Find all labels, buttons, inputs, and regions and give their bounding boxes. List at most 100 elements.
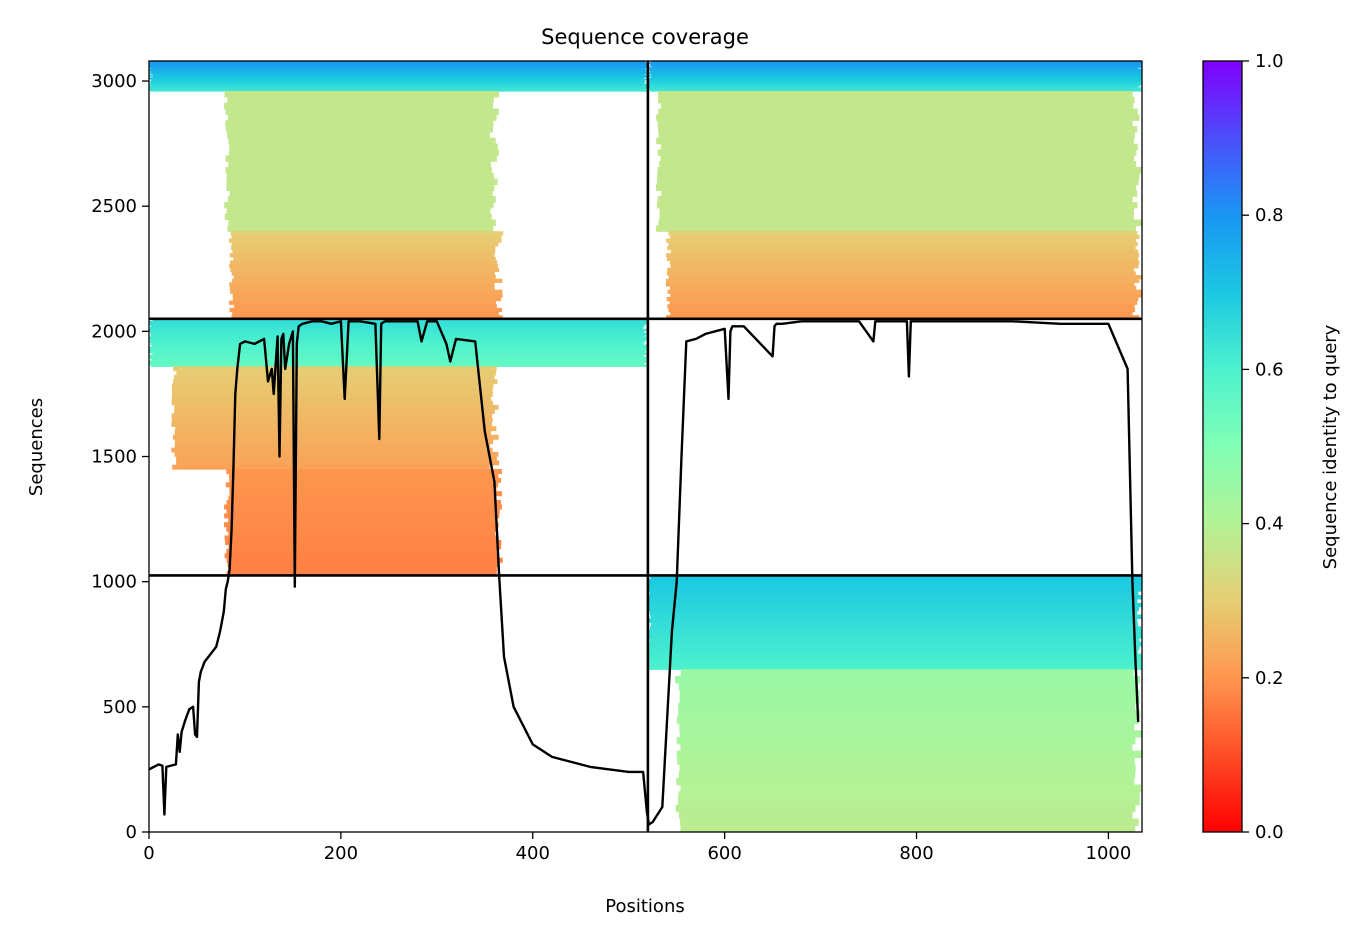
- coverage-strip: [225, 126, 494, 133]
- coverage-strip: [225, 166, 492, 174]
- coverage-strip: [226, 207, 491, 215]
- coverage-strip: [228, 517, 498, 523]
- heatmap-layer: [149, 61, 1142, 832]
- coverage-line: [149, 320, 1140, 826]
- coverage-strip: [174, 430, 491, 436]
- coverage-strip: [659, 207, 1135, 215]
- coverage-strip: [149, 72, 648, 75]
- coverage-strip: [657, 172, 1140, 180]
- x-tick-label: 400: [516, 843, 550, 864]
- coverage-strip: [229, 473, 499, 479]
- coverage-strip: [650, 575, 1142, 580]
- coverage-strip: [152, 76, 648, 78]
- colorbar-tick-label: 0.8: [1255, 205, 1284, 226]
- coverage-strip: [656, 178, 1139, 186]
- y-tick-label: 1000: [91, 572, 137, 593]
- coverage-strip: [651, 66, 1142, 68]
- coverage-strip: [151, 71, 646, 73]
- coverage-block: [149, 318, 648, 577]
- coverage-strip: [149, 354, 644, 358]
- coverage-strip: [150, 78, 648, 81]
- coverage-strip: [647, 641, 1142, 647]
- coverage-strip: [648, 82, 1141, 85]
- coverage-strip: [647, 583, 1142, 588]
- coverage-strip: [679, 764, 1136, 772]
- coverage-strip: [171, 421, 492, 427]
- plot-area: [149, 61, 1142, 832]
- coverage-strip: [226, 172, 494, 180]
- coverage-strip: [150, 67, 647, 70]
- coverage-strip: [679, 811, 1133, 820]
- coverage-strip: [680, 669, 1134, 677]
- coverage-strip: [655, 184, 1137, 191]
- coverage-strip: [231, 234, 502, 240]
- coverage-strip: [649, 645, 1140, 651]
- colorbar-tick-label: 0.2: [1255, 668, 1284, 689]
- coverage-strip: [149, 328, 648, 332]
- colorbar-tick-label: 0.6: [1255, 359, 1284, 380]
- coverage-strip: [224, 213, 492, 221]
- colorbar-tick-label: 0.4: [1255, 514, 1284, 535]
- coverage-strip: [232, 293, 503, 298]
- coverage-strip: [174, 451, 499, 457]
- coverage-strip: [647, 606, 1139, 612]
- coverage-strip: [660, 143, 1138, 151]
- coverage-strip: [647, 634, 1142, 639]
- coverage-strip: [173, 374, 495, 380]
- coverage-strip: [659, 213, 1134, 221]
- coverage-strip: [171, 400, 493, 406]
- coverage-strip: [656, 225, 1136, 232]
- coverage-strip: [174, 439, 494, 444]
- coverage-strip: [233, 256, 496, 262]
- coverage-strip: [661, 190, 1138, 197]
- coverage-strip: [149, 77, 644, 80]
- coverage-strip: [174, 443, 491, 449]
- coverage-strip: [658, 219, 1142, 226]
- coverage-strip: [679, 689, 1140, 698]
- coverage-strip: [678, 770, 1136, 779]
- coverage-strip: [171, 417, 493, 423]
- coverage-strip: [649, 591, 1139, 596]
- coverage-strip: [149, 346, 648, 350]
- coverage-strip: [149, 350, 646, 354]
- coverage-strip: [176, 456, 497, 462]
- colorbar-bar: [1202, 60, 1243, 833]
- colorbar-ticks: 0.0 0.2 0.4 0.6 0.8 1.0: [1242, 51, 1284, 843]
- coverage-strip: [649, 79, 1142, 82]
- coverage-strip: [665, 282, 1135, 287]
- coverage-strip: [679, 696, 1140, 704]
- coverage-block: [149, 61, 648, 320]
- coverage-strip: [232, 311, 499, 316]
- coverage-strip: [678, 791, 1140, 799]
- coverage-strip: [649, 64, 1141, 67]
- coverage-strip: [227, 196, 496, 203]
- coverage-strip: [224, 553, 500, 559]
- coverage-strip: [668, 275, 1142, 280]
- coverage-strip: [679, 730, 1142, 738]
- coverage-strip: [150, 332, 648, 336]
- coverage-strip: [647, 630, 1142, 635]
- coverage-strip: [651, 76, 1142, 78]
- coverage-strip: [226, 508, 500, 514]
- coverage-strip: [229, 282, 495, 287]
- coverage-strip: [171, 396, 491, 402]
- coverage-strip: [230, 289, 503, 294]
- coverage-strip: [648, 67, 1138, 70]
- coverage-strip: [171, 413, 493, 419]
- coverage-strip: [150, 330, 644, 334]
- coverage-strip: [149, 68, 646, 71]
- coverage-strip: [224, 513, 500, 519]
- coverage-strip: [656, 114, 1140, 121]
- coverage-strip: [149, 87, 648, 90]
- coverage-strip: [149, 69, 648, 72]
- coverage-strip: [228, 161, 491, 168]
- y-tick-label: 2500: [91, 196, 137, 217]
- coverage-strip: [657, 196, 1133, 203]
- y-axis: 0 500 1000 1500 2000 2500 3000: [91, 71, 149, 843]
- coverage-strip: [231, 315, 503, 320]
- coverage-strip: [680, 784, 1141, 792]
- coverage-strip: [231, 242, 499, 247]
- coverage-strip: [227, 225, 494, 232]
- coverage-strip: [171, 383, 494, 389]
- coverage-strip: [224, 535, 499, 541]
